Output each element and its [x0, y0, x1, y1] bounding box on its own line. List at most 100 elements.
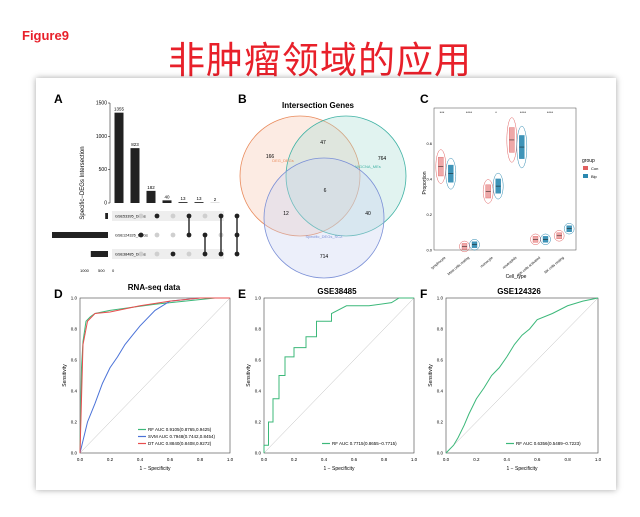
panel-a-bottom-tick-3: 0: [112, 268, 115, 273]
roc-legend-label: RF AUC 0.9105(0.8765,0.9425): [148, 427, 212, 432]
panel-e: E GSE38485: [238, 287, 357, 301]
roc-y-tick-label: 0.2: [71, 420, 78, 425]
panel-c-legend-title: group: [582, 158, 595, 164]
a-bar: [194, 202, 204, 203]
roc-x-tick-label: 0.2: [107, 457, 114, 462]
roc-x-tick-label: 0.0: [443, 457, 450, 462]
roc-xlabel: 1 − Specificity: [324, 466, 355, 472]
a-matrix-dot: [170, 251, 176, 257]
c-sig-mark: ****: [547, 110, 554, 115]
panel-a-letter: A: [54, 92, 63, 106]
panel-e-letter: E: [238, 287, 246, 301]
roc-y-tick-label: 1.0: [255, 296, 262, 301]
venn-circle-specific: [263, 157, 385, 279]
a-bar-label: 823: [131, 142, 139, 147]
a-matrix-dot: [170, 213, 176, 219]
a-set-label: GSE38485_DEGs: [115, 253, 146, 257]
a-matrix-row: [112, 249, 224, 259]
panel-a: A Specific−DEGs Intersection 0 500 1000 150…: [52, 92, 240, 273]
c-violin: [563, 223, 575, 235]
roc-curve: [445, 297, 599, 454]
roc-curve: [79, 297, 230, 454]
roc-ylabel: Sensitivity: [246, 364, 252, 387]
a-bar: [162, 200, 172, 203]
c-y-tick-label: 0.2: [426, 212, 432, 217]
venn-count-abc: 6: [324, 188, 327, 194]
a-bar: [146, 190, 156, 203]
roc-curve: [263, 297, 414, 453]
roc-x-tick-label: 0.6: [534, 457, 541, 462]
a-matrix-dot: [138, 251, 144, 257]
c-plot-frame: [433, 107, 577, 251]
a-matrix-row: [112, 211, 224, 221]
panel-b: B Intersection Genes DEG_DEGs WGCNA_MEs …: [238, 92, 407, 279]
roc-x-tick-label: 0.2: [473, 457, 480, 462]
panel-c-letter: C: [420, 92, 429, 106]
c-violin: [506, 117, 518, 163]
a-bar-label: 1355: [114, 107, 125, 112]
c-violin: [492, 172, 504, 200]
roc-frame: [79, 297, 231, 454]
a-y-tick-label: 1000: [96, 134, 107, 140]
c-x-tick-label: neutrophils: [502, 256, 518, 270]
c-violin: [540, 233, 551, 246]
venn-label-specific: Specific_DEGs_SCZ: [305, 234, 343, 239]
a-bar-label: 40: [164, 194, 170, 199]
a-y-tick-label: 0: [104, 201, 107, 207]
a-matrix-dot: [138, 232, 144, 238]
roc-x-tick-label: 0.6: [167, 457, 174, 462]
roc-y-tick-label: 0.0: [437, 451, 444, 456]
panel-e-title: GSE38485: [317, 287, 357, 296]
roc-diagonal: [445, 297, 599, 454]
roc-x-tick-label: 0.6: [351, 457, 358, 462]
roc-chart-2: 0.0 0.2 0.4 0.6 0.8 1.0 0.0 0.2 0.4 0.6 0.8 1.0 1 − …: [246, 296, 418, 473]
venn-circle-deg: [239, 115, 361, 237]
roc-y-tick-label: 0.4: [71, 389, 78, 394]
venn-count-b: 764: [378, 156, 387, 162]
roc-x-tick-label: 0.8: [197, 457, 204, 462]
a-bar-label: 13: [180, 196, 186, 201]
c-violin: [435, 149, 447, 184]
roc-ylabel: Sensitivity: [428, 364, 434, 387]
panel-c-boxplots: 0.0 0.2 0.4 0.6 lymphocyte *** Mast cells rest…: [426, 107, 577, 277]
figure-label: Figure9: [22, 28, 69, 43]
venn-circle-wgcna: [285, 115, 407, 237]
roc-legend-label: SVM AUC 0.7948(0.7442,0.8454): [148, 434, 216, 439]
roc-y-tick-label: 0.2: [437, 420, 444, 425]
roc-chart-1: 0.0 0.2 0.4 0.6 0.8 1.0 0.0 0.2 0.4 0.6 0.8 1.0 1 − …: [62, 296, 234, 473]
roc-diagonal: [263, 297, 415, 454]
roc-y-tick-label: 0.0: [71, 451, 78, 456]
roc-x-tick-label: 0.4: [137, 457, 144, 462]
venn-label-deg: DEG_DEGs: [272, 158, 294, 163]
roc-x-tick-label: 0.2: [291, 457, 298, 462]
roc-x-tick-label: 1.0: [411, 457, 418, 462]
c-y-tick-label: 0.0: [426, 248, 432, 253]
legend-swatch-con: [583, 166, 588, 170]
figure-svg: A Specific−DEGs Intersection 0 500 1000 150…: [52, 92, 602, 473]
roc-y-tick-label: 1.0: [437, 296, 444, 301]
c-violin: [553, 230, 565, 242]
a-y-tick-label: 500: [99, 167, 108, 173]
panel-d-title: RNA-seq data: [128, 283, 181, 292]
legend-swatch-bip: [583, 174, 588, 178]
roc-x-tick-label: 1.0: [227, 457, 234, 462]
a-matrix-row: [112, 230, 224, 240]
c-sig-mark: ****: [520, 110, 527, 115]
panel-a-y-axis: 0 500 1000 1500: [96, 101, 111, 207]
venn-label-wgcna: WGCNA_MEs: [355, 164, 381, 169]
roc-x-tick-label: 1.0: [595, 457, 602, 462]
roc-chart-3: 0.0 0.2 0.4 0.6 0.8 1.0 0.0 0.2 0.4 0.6 0.8 1.0 1 − …: [428, 296, 602, 473]
roc-x-tick-label: 0.0: [261, 457, 268, 462]
roc-ylabel: Sensitivity: [62, 364, 68, 387]
roc-y-tick-label: 0.6: [437, 358, 444, 363]
panel-c: C Proportion Cell_type 0.0 0.2 0.4 0.6 lymph…: [420, 92, 598, 280]
c-y-tick-label: 0.4: [426, 177, 432, 182]
roc-x-tick-label: 0.4: [321, 457, 328, 462]
roc-y-tick-label: 0.8: [71, 327, 78, 332]
a-bar-label: 13: [196, 196, 202, 201]
a-matrix-dot: [218, 251, 224, 257]
a-y-tick-label: 1500: [96, 101, 107, 107]
venn-count-ac: 12: [283, 211, 289, 217]
a-set-label: GSE124326_DEGs: [115, 234, 148, 238]
a-set-size-bar: [52, 232, 108, 238]
